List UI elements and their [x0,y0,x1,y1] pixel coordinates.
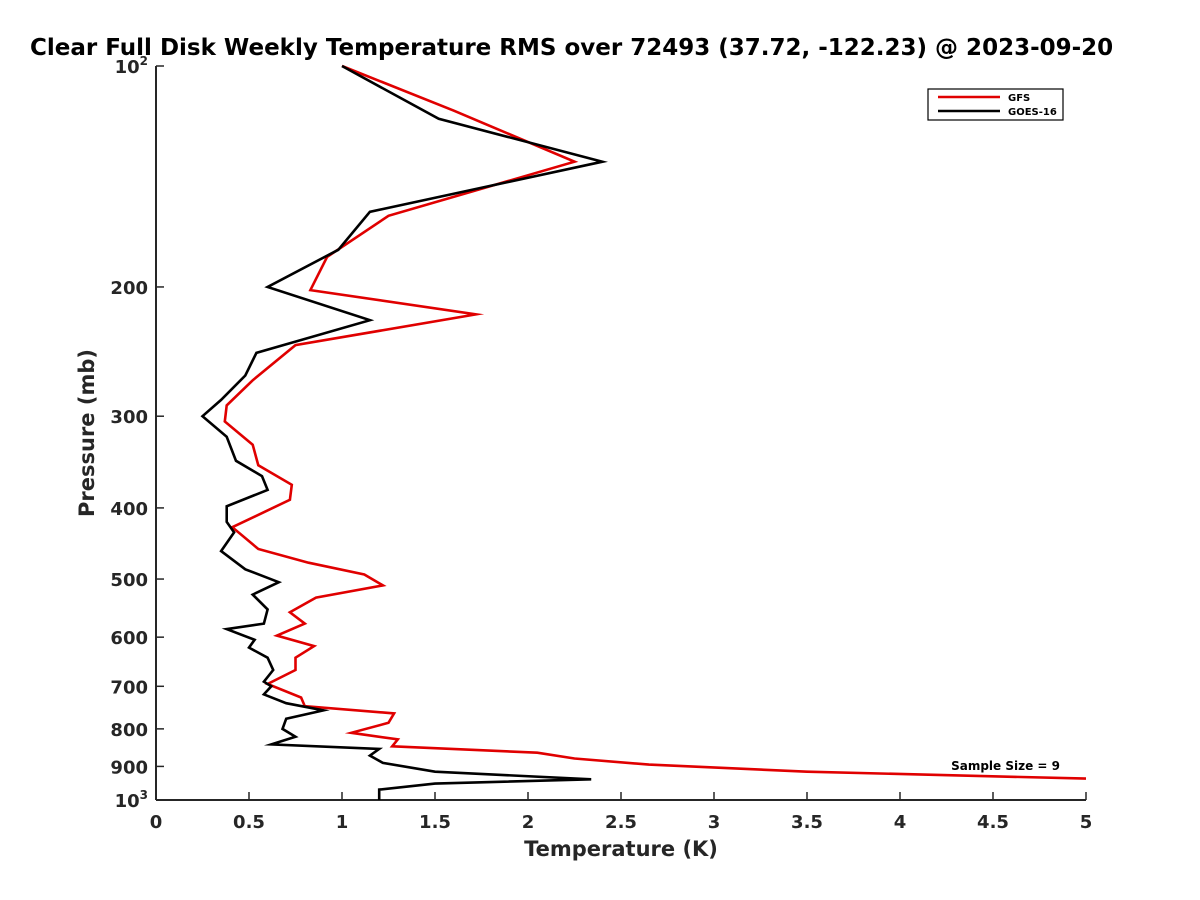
series-layer [200,64,1087,800]
x-tick-label: 2.5 [605,812,637,833]
y-tick-label: 800 [110,720,148,741]
y-tick-label: 102 [115,54,148,78]
x-tick-label: 2 [522,812,535,833]
series-line-gfs [223,64,1087,780]
y-tick-label: 600 [110,628,148,649]
x-tick-label: 0 [150,812,163,833]
x-ticks: 0 0.5 1 1.5 2 2.5 3 3.5 4 4.5 5 [150,792,1093,833]
y-tick-label: 300 [110,407,148,428]
y-tick-label: 900 [110,757,148,778]
y-tick-label: 200 [110,278,148,299]
x-tick-label: 0.5 [233,812,265,833]
x-tick-label: 3 [708,812,721,833]
x-tick-label: 1 [336,812,349,833]
legend: GFS GOES-16 [927,88,1064,121]
y-tick-label: 500 [110,570,148,591]
x-tick-label: 5 [1080,812,1093,833]
legend-label: GOES-16 [1008,107,1057,118]
legend-label: GFS [1008,93,1030,104]
y-ticks: 102 200 300 400 500 600 700 800 900 103 [110,54,164,812]
x-tick-label: 4.5 [977,812,1009,833]
y-axis-title: Pressure (mb) [75,349,99,517]
x-tick-label: 1.5 [419,812,451,833]
sample-size-annotation: Sample Size = 9 [951,759,1060,773]
x-tick-label: 4 [894,812,907,833]
y-tick-label: 400 [110,499,148,520]
legend-box [927,88,1064,121]
y-tick-label: 103 [115,788,148,812]
x-tick-label: 3.5 [791,812,823,833]
y-tick-label: 700 [110,677,148,698]
series-line-goes-16 [200,64,608,800]
chart-title: Clear Full Disk Weekly Temperature RMS o… [30,35,1113,61]
x-axis-title: Temperature (K) [524,837,718,861]
